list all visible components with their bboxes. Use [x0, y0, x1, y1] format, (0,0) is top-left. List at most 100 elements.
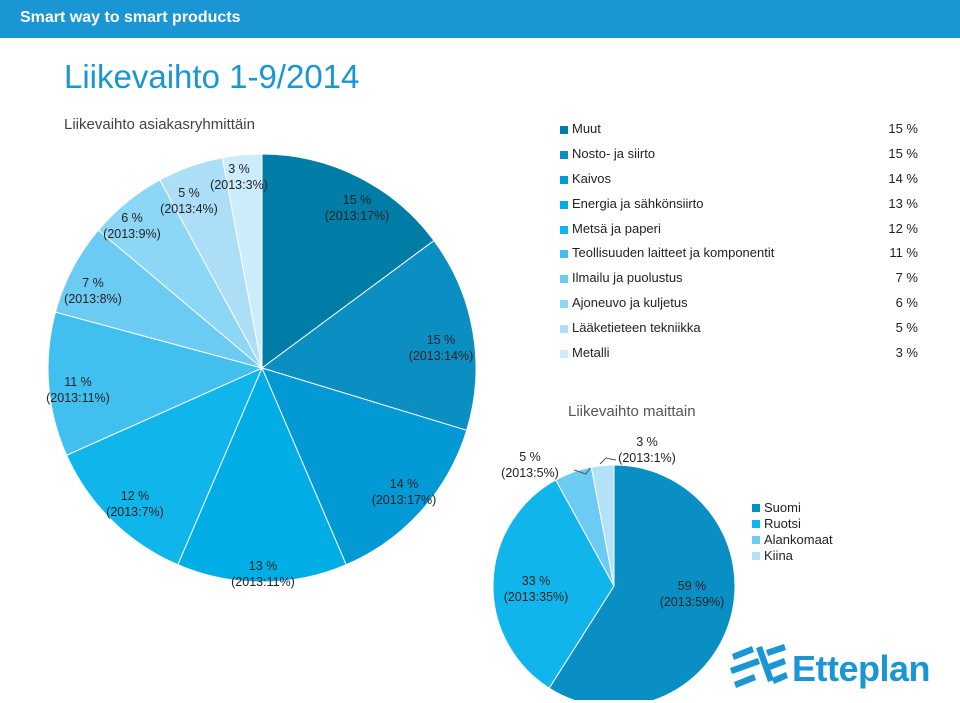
legend-value: 15 % — [888, 145, 918, 161]
legend-swatch — [560, 250, 568, 259]
page-title: Liikevaihto 1-9/2014 — [64, 58, 360, 95]
pie0-label-8: 5 % — [178, 186, 200, 200]
legend-item-0: Muut 15 % — [560, 120, 920, 145]
legend-item-1: Nosto- ja siirto 15 % — [560, 145, 920, 170]
legend-value: 15 % — [888, 121, 918, 136]
pie0-prev-label-7: (2013:9%) — [103, 227, 161, 241]
legend-label: Kiina — [764, 548, 793, 563]
legend-swatch — [560, 175, 568, 184]
pie0-prev-label-3: (2013:11%) — [231, 575, 295, 589]
legend-item-6: Ilmailu ja puolustus 7 % — [560, 269, 920, 294]
pie0-prev-label-8: (2013:4%) — [160, 202, 218, 216]
pie1-prev-label-2: (2013:5%) — [501, 466, 559, 480]
pie0-slice-0 — [261, 153, 435, 369]
pie0-prev-label-1: (2013:14%) — [409, 349, 474, 363]
legend-label: Metalli — [572, 345, 610, 361]
header-tagline: Smart way to smart products — [20, 9, 241, 26]
pie1-prev-label-1: (2013:35%) — [504, 590, 569, 604]
pie1-label-3: 3 % — [636, 435, 658, 449]
etteplan-logo-text: Etteplan — [792, 648, 931, 689]
legend-value: 14 % — [888, 170, 918, 186]
legend-swatch — [560, 225, 568, 234]
legend-label: Metsä ja paperi — [572, 220, 661, 236]
legend-item-4: Metsä ja paperi 12 % — [560, 220, 920, 245]
pie0-label-4: 12 % — [121, 489, 150, 503]
leader-line-kiina — [599, 457, 617, 465]
legend-value: 7 % — [895, 270, 918, 286]
legend-swatch — [560, 350, 568, 359]
pie1-slice-3 — [590, 464, 615, 587]
pie0-label-6: 7 % — [82, 276, 104, 290]
legend-value: 6 % — [895, 295, 918, 311]
pie0-label-3: 13 % — [249, 559, 278, 573]
pie1-prev-label-3: (2013:1%) — [618, 451, 676, 465]
legend-swatch — [560, 150, 568, 159]
legend-swatch — [560, 200, 568, 209]
legend-label: Lääketieteen tekniikka — [572, 320, 701, 336]
country-legend-item-3: Kiina — [752, 548, 862, 564]
pie1-label-2: 5 % — [519, 450, 541, 464]
pie0-label-7: 6 % — [121, 211, 143, 225]
legend-label: Alankomaat — [764, 532, 833, 547]
legend-swatch — [560, 300, 568, 309]
legend-label: Ilmailu ja puolustus — [572, 270, 683, 286]
pie0-slice-5 — [47, 311, 264, 456]
legend-swatch — [560, 275, 568, 284]
country-legend: Suomi Ruotsi Alankomaat Kiina — [752, 500, 862, 564]
pie1-label-0: 59 % — [678, 579, 707, 593]
pie1-slice-0 — [548, 464, 736, 700]
legend-label: Energia ja sähkönsiirto — [572, 195, 704, 211]
pie0-prev-label-6: (2013:8%) — [64, 292, 122, 306]
legend-label: Nosto- ja siirto — [572, 145, 656, 161]
pie0-slice-4 — [65, 367, 263, 566]
pie0-slice-2 — [261, 367, 468, 566]
country-chart-title: Liikevaihto maittain — [568, 403, 696, 420]
legend-label: Suomi — [764, 500, 801, 515]
legend-value: 12 % — [888, 220, 918, 236]
etteplan-logo: Etteplan — [728, 640, 958, 698]
pie0-prev-label-0: (2013:17%) — [325, 209, 390, 223]
legend-value: 5 % — [895, 320, 918, 336]
pie0-prev-label-4: (2013:7%) — [106, 505, 164, 519]
pie0-slice-3 — [177, 366, 347, 583]
country-legend-item-0: Suomi — [752, 500, 862, 516]
pie0-slice-9 — [221, 153, 263, 369]
legend-item-2: Kaivos 14 % — [560, 170, 920, 195]
header-bar: Smart way to smart products — [0, 0, 960, 38]
leader-line-alankomaat — [573, 467, 591, 475]
legend-swatch — [560, 126, 568, 134]
customer-chart-title: Liikevaihto asiakasryhmittäin — [64, 116, 255, 133]
legend-value: 11 % — [889, 245, 918, 261]
legend-swatch — [752, 520, 760, 528]
pie0-label-1: 15 % — [427, 333, 456, 347]
pie0-label-9: 3 % — [228, 162, 250, 176]
pie0-prev-label-5: (2013:11%) — [46, 391, 110, 405]
pie0-label-5: 11 % — [64, 375, 92, 389]
legend-item-8: Lääketieteen tekniikka 5 % — [560, 319, 920, 344]
pie0-label-2: 14 % — [390, 477, 419, 491]
legend-item-3: Energia ja sähkönsiirto 13 % — [560, 195, 920, 220]
legend-swatch — [560, 325, 568, 334]
customer-legend: Muut 15 % Nosto- ja siirto 15 % Kaivos 14 % En… — [560, 120, 920, 369]
legend-swatch — [752, 536, 760, 544]
legend-item-7: Ajoneuvo ja kuljetus 6 % — [560, 294, 920, 319]
pie1-prev-label-0: (2013:59%) — [660, 595, 725, 609]
legend-label: Ajoneuvo ja kuljetus — [572, 295, 688, 311]
pie0-label-0: 15 % — [343, 193, 372, 207]
legend-label: Kaivos — [572, 170, 612, 186]
legend-value: 3 % — [895, 345, 918, 361]
legend-label: Muut — [572, 121, 601, 136]
pie1-label-1: 33 % — [522, 574, 551, 588]
legend-value: 13 % — [888, 195, 918, 211]
pie0-slice-1 — [260, 239, 477, 431]
legend-label: Teollisuuden laitteet ja komponentit — [572, 245, 775, 261]
legend-swatch — [752, 552, 760, 560]
etteplan-logo-icon — [730, 644, 788, 688]
pie0-prev-label-9: (2013:3%) — [210, 178, 268, 192]
legend-swatch — [752, 504, 760, 512]
legend-item-5: Teollisuuden laitteet ja komponentit 11 % — [560, 244, 920, 269]
legend-item-9: Metalli 3 % — [560, 344, 920, 369]
country-legend-item-1: Ruotsi — [752, 516, 862, 532]
country-legend-item-2: Alankomaat — [752, 532, 862, 548]
